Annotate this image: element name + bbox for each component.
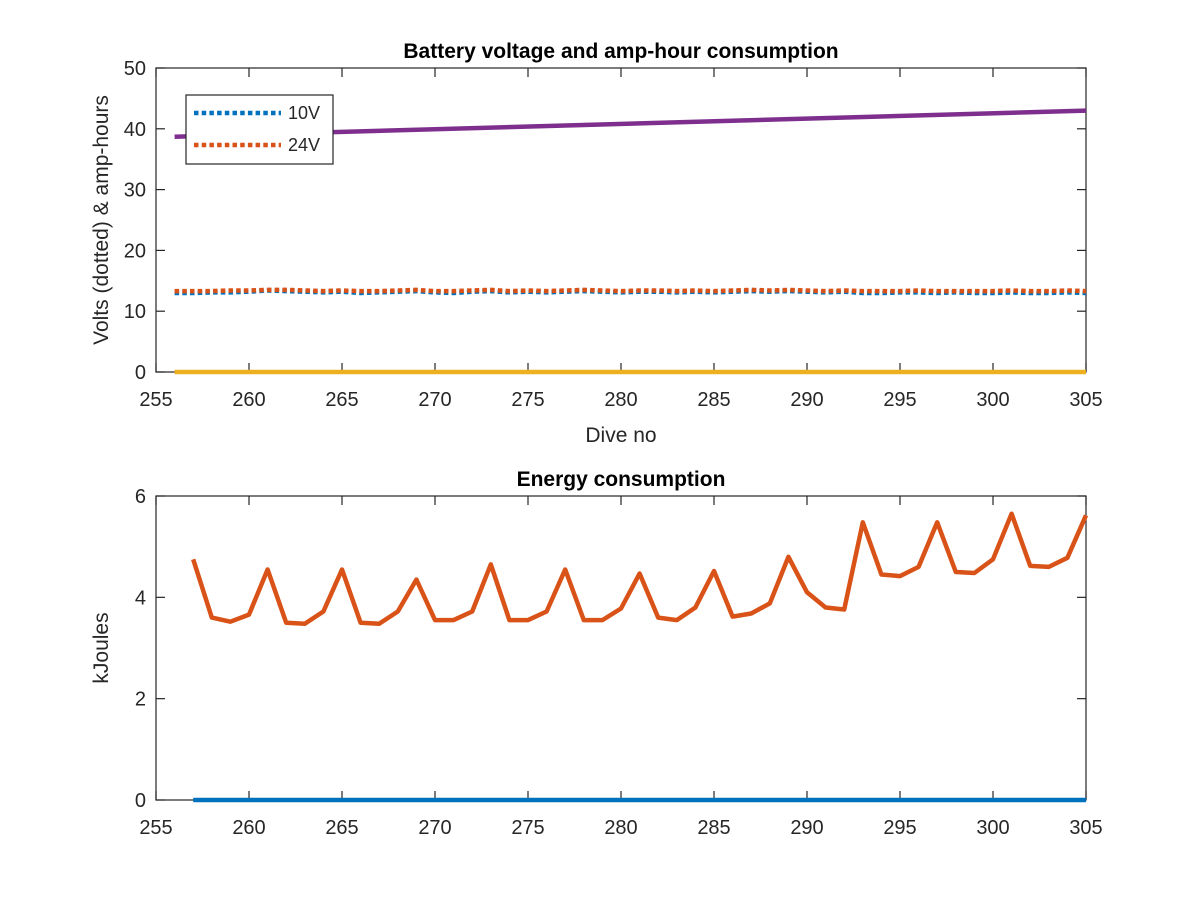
x-tick-label: 290 (790, 389, 823, 411)
x-tick-label: 265 (325, 817, 358, 839)
x-tick-label: 305 (1069, 817, 1102, 839)
y-tick-label: 30 (124, 180, 146, 202)
series-line-1 (191, 511, 1089, 626)
x-tick-label: 260 (232, 389, 265, 411)
x-tick-label: 270 (418, 817, 451, 839)
y-tick-label: 2 (135, 689, 146, 711)
y-tick-label: 0 (135, 362, 146, 384)
y-tick-label: 0 (135, 790, 146, 812)
x-tick-label: 295 (883, 389, 916, 411)
legend-label: 10V (288, 103, 320, 123)
x-tick-label: 280 (604, 817, 637, 839)
x-axis-label: Dive no (585, 424, 656, 447)
x-tick-label: 280 (604, 389, 637, 411)
chart-title: Energy consumption (517, 468, 726, 491)
y-tick-label: 10 (124, 301, 146, 323)
x-tick-label: 300 (976, 389, 1009, 411)
y-tick-label: 6 (135, 486, 146, 508)
subplot-2: 255 260 265 270 275 280 285 290 295 300 305 0 2 4 6 Ene… (90, 468, 1103, 839)
legend-box (185, 94, 334, 165)
x-tick-label: 255 (139, 817, 172, 839)
y-axis-label: kJoules (90, 612, 113, 683)
chart-title: Battery voltage and amp-hour consumption (403, 40, 838, 63)
x-tick-label: 285 (697, 389, 730, 411)
legend: 10V 24V (185, 94, 334, 165)
y-tick-label: 4 (135, 587, 146, 609)
x-tick-label: 285 (697, 817, 730, 839)
x-tick-label: 305 (1069, 389, 1102, 411)
y-tick-label: 40 (124, 119, 146, 141)
x-tick-label: 270 (418, 389, 451, 411)
x-tick-label: 275 (511, 817, 544, 839)
subplot-1: 255 260 265 270 275 280 285 290 295 300 3050102030… (90, 40, 1103, 447)
y-tick-label: 50 (124, 58, 146, 80)
y-axis-label: Volts (dotted) & amp-hours (90, 95, 113, 345)
series-line-24v (174, 287, 1087, 294)
x-tick-label: 300 (976, 817, 1009, 839)
x-tick-label: 275 (511, 389, 544, 411)
y-tick-label: 20 (124, 240, 146, 262)
legend-label: 24V (288, 135, 320, 155)
x-tick-label: 260 (232, 817, 265, 839)
x-tick-label: 265 (325, 389, 358, 411)
x-tick-label: 255 (139, 389, 172, 411)
x-tick-label: 290 (790, 817, 823, 839)
x-tick-label: 295 (883, 817, 916, 839)
